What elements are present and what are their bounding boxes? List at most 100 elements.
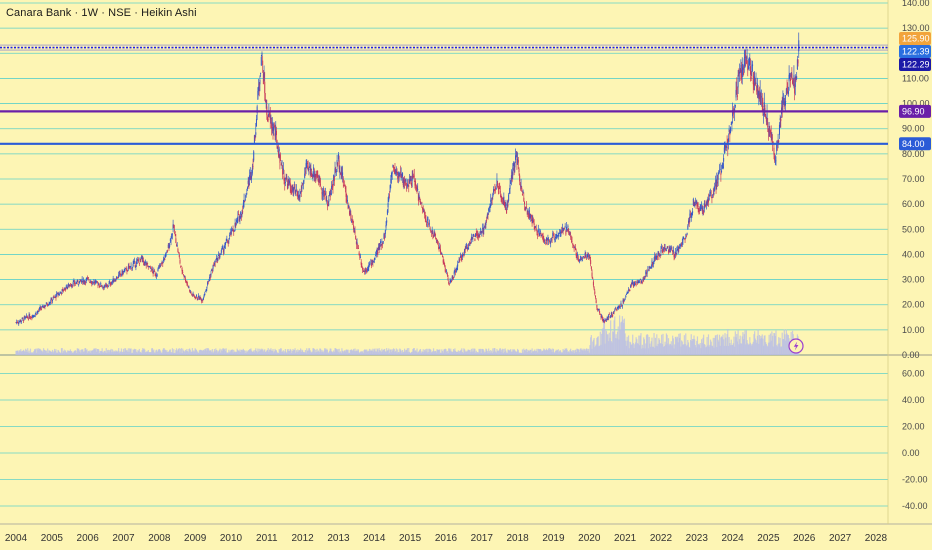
volume-bar [556,350,559,355]
volume-bar [373,351,375,355]
volume-bar [418,350,420,355]
volume-bar [54,351,56,355]
candle-body [420,202,422,204]
volume-bar [355,350,357,355]
candle-body [493,189,495,193]
volume-bar [496,348,498,355]
volume-bar [481,348,484,355]
candle-body [38,308,40,310]
candle-body [273,125,275,127]
volume-bar [741,336,743,355]
candle-body [164,258,166,260]
volume-bar [457,351,459,355]
candle-body [540,232,542,237]
volume-bar [209,350,211,355]
volume-bar [363,350,365,355]
candle-body [532,219,534,222]
price-tick-label: 10.00 [902,325,925,335]
volume-bar [307,350,309,355]
volume-bar [206,348,209,355]
candle-body [199,297,201,300]
candle-body [683,237,685,238]
candle-body [36,311,38,313]
candle-body [406,182,408,189]
candle-body [555,236,557,238]
candle-body [85,278,87,282]
candle-body [17,322,19,324]
volume-bar [238,351,240,355]
volume-bar [151,348,154,355]
candle-body [439,248,441,253]
candle-body [649,267,651,269]
candle-body [333,176,335,181]
candle-body [484,225,486,227]
volume-bar [279,350,281,355]
volume-bar [211,349,213,355]
volume-bar [625,340,627,355]
volume-bar [120,348,123,355]
volume-bar [82,351,85,355]
volume-bar [632,343,634,355]
volume-bar [732,343,734,355]
candle-body [65,285,67,289]
candle-body [264,99,266,103]
candle-body [224,242,226,246]
volume-bar [230,349,232,355]
year-label: 2009 [184,533,207,544]
volume-bar [756,342,758,355]
candle-body [751,64,753,72]
volume-bar [340,352,342,355]
volume-bar [435,352,437,355]
candle-body [734,108,736,112]
price-badge-bg [899,44,931,58]
volume-bar [772,346,774,355]
candle-body [784,101,786,106]
candle-body [763,102,765,108]
candle-body [506,208,508,214]
volume-bar [667,338,670,355]
candle-body [333,175,335,182]
candle-body [144,261,146,263]
candle-body [692,198,694,206]
candle-body [547,238,549,240]
volume-bar [763,335,765,355]
volume-bar [644,348,646,355]
candle-body [640,281,642,284]
volume-bar [540,349,542,355]
candle-body [475,233,477,238]
candle-body [578,260,580,262]
candle-body [335,171,337,173]
candle-body [169,244,171,248]
lightning-icon[interactable] [788,338,804,354]
candle-body [202,298,204,300]
candle-body [747,65,749,69]
volume-bar [309,350,311,355]
candle-body [632,282,634,283]
candle-body [153,269,155,272]
volume-bar [657,343,659,355]
candle-body [357,248,359,250]
volume-bar [526,352,528,355]
candle-body [426,221,428,223]
candle-body [411,182,413,186]
candle-body [225,242,227,243]
volume-bar [91,350,94,355]
candle-body [619,306,621,307]
volume-bar [157,350,159,355]
candle-body [268,111,270,117]
candle-body [472,237,474,239]
volume-bar [692,338,694,355]
candle-body [271,122,273,126]
volume-bar [250,348,252,355]
candle-body [291,185,293,190]
volume-bar [558,352,560,355]
candle-body [450,279,452,281]
volume-bar [271,350,273,355]
volume-bar [244,352,247,355]
candle-body [512,167,514,176]
candle-body [366,270,368,272]
candle-body [174,231,176,233]
candle-body [624,298,626,300]
volume-bar [55,349,57,355]
